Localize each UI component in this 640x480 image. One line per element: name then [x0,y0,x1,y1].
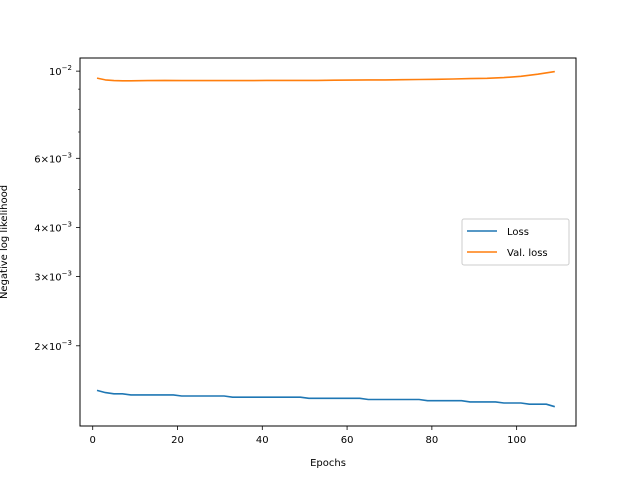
y-axis-label: Negative log likelihood [0,185,10,299]
x-tick-label: 100 [507,435,526,446]
x-tick-label: 0 [90,435,96,446]
x-tick-label: 60 [341,435,354,446]
x-axis-label: Epochs [310,458,346,469]
y-tick-label: 4×10−3 [34,221,72,235]
axes-frame [79,57,577,427]
series-line-loss [96,389,556,408]
x-tick-label: 80 [425,435,438,446]
series-line-val-loss [96,70,555,82]
y-tick-label: 3×10−3 [34,270,72,284]
y-axis: 2×10−3 3×10−3 4×10−3 6×10−3 10−2 [34,64,80,353]
y-tick-label: 10−2 [49,64,72,78]
x-axis: 0 20 40 60 80 100 [90,426,526,446]
y-tick-label: 2×10−3 [34,339,72,353]
legend-label-loss: Loss [507,227,529,238]
x-tick-label: 20 [171,435,184,446]
legend: Loss Val. loss [461,218,570,266]
plot-area [96,70,556,408]
x-tick-label: 40 [256,435,269,446]
y-tick-label: 6×10−3 [34,151,72,165]
legend-label-val-loss: Val. loss [507,248,548,259]
